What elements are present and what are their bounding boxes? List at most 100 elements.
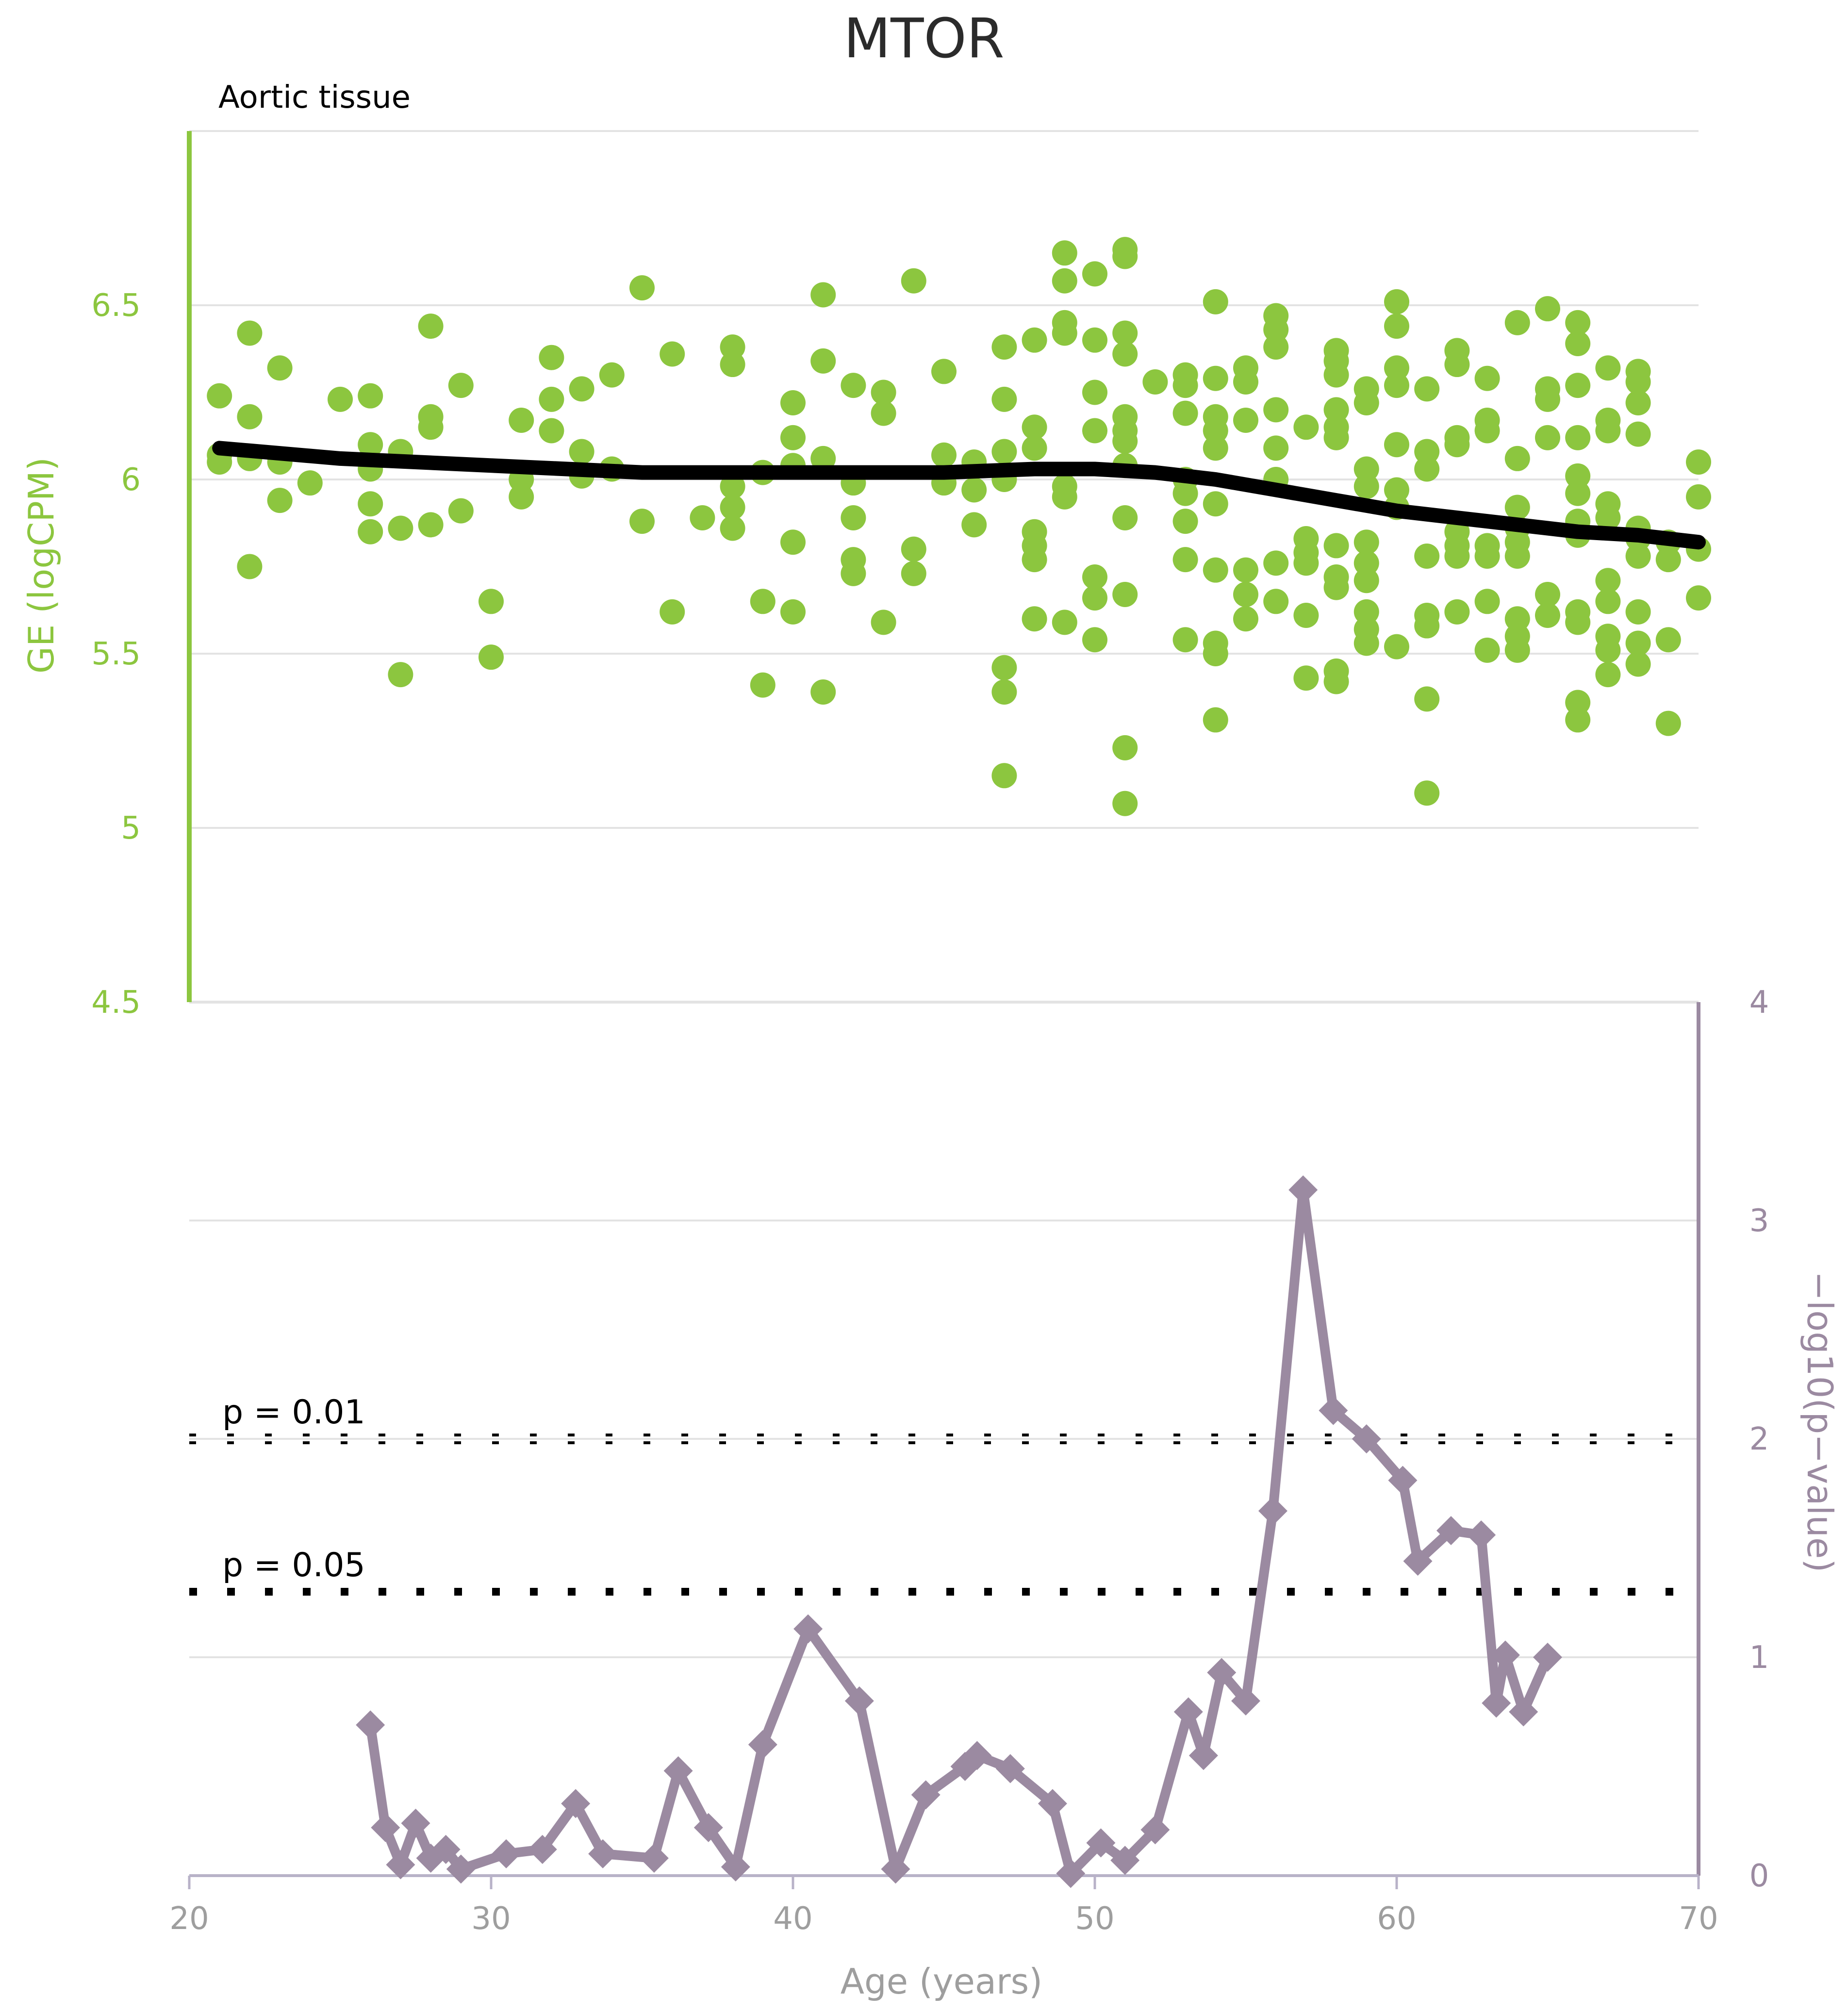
- scatter-point: [1565, 310, 1591, 335]
- scatter-point: [1414, 376, 1440, 402]
- scatter-point: [1052, 484, 1077, 510]
- pvalue-marker: [1140, 1815, 1170, 1845]
- scatter-point: [720, 352, 745, 378]
- upper-y-tick-label: 5: [121, 810, 141, 846]
- scatter-point: [1504, 495, 1530, 520]
- scatter-point: [1504, 543, 1530, 569]
- scatter-point: [1384, 355, 1409, 381]
- scatter-point: [1082, 261, 1107, 287]
- scatter-point: [841, 373, 866, 398]
- scatter-point: [1263, 435, 1289, 461]
- x-tick-label: 30: [471, 1901, 511, 1937]
- scatter-point: [1414, 780, 1440, 806]
- scatter-point: [1233, 369, 1258, 395]
- scatter-point: [1203, 707, 1228, 733]
- scatter-point: [1565, 330, 1591, 356]
- scatter-point: [1353, 630, 1379, 656]
- scatter-point: [1625, 651, 1651, 677]
- scatter-point: [1414, 686, 1440, 712]
- scatter-point: [1595, 505, 1621, 530]
- scatter-point: [961, 512, 987, 538]
- scatter-point: [207, 383, 232, 409]
- scatter-point: [328, 386, 353, 412]
- upper-y-axis: 4.5 5 5.5 6 6.5: [91, 131, 192, 1021]
- scatter-point: [1142, 369, 1168, 395]
- scatter-point: [871, 610, 896, 635]
- pvalue-marker: [492, 1839, 521, 1868]
- scatter-point: [1233, 606, 1258, 632]
- x-tick-label: 20: [169, 1901, 209, 1937]
- scatter-point: [1353, 456, 1379, 482]
- scatter-point: [1323, 575, 1349, 600]
- scatter-point: [1233, 407, 1258, 433]
- scatter-point: [1353, 599, 1379, 625]
- scatter-point: [418, 313, 444, 339]
- scatter-point: [237, 554, 263, 579]
- scatter-point: [539, 418, 564, 444]
- scatter-point: [1203, 557, 1228, 583]
- scatter-point: [1474, 589, 1500, 614]
- pvalue-marker: [1319, 1396, 1348, 1425]
- scatter-point: [1112, 244, 1138, 269]
- chart-subtitle: Aortic tissue: [218, 80, 411, 115]
- scatter-point: [1595, 568, 1621, 594]
- scatter-point: [1384, 289, 1409, 314]
- x-tick-label: 70: [1679, 1901, 1718, 1937]
- scatter-point: [1414, 439, 1440, 464]
- scatter-point: [1625, 543, 1651, 569]
- scatter-point: [991, 679, 1017, 705]
- chart-title: MTOR: [843, 7, 1004, 70]
- scatter-point: [267, 488, 293, 513]
- scatter-point: [1022, 414, 1047, 440]
- scatter-point: [1233, 581, 1258, 607]
- pvalue-marker: [386, 1850, 415, 1880]
- scatter-point: [1203, 641, 1228, 666]
- upper-y-tick-label: 6: [121, 462, 141, 498]
- pvalue-marker: [1231, 1686, 1260, 1715]
- scatter-point: [1565, 480, 1591, 506]
- scatter-point: [1686, 585, 1711, 611]
- pvalue-marker: [911, 1780, 940, 1810]
- scatter-point: [841, 505, 866, 530]
- scatter-point: [1293, 665, 1319, 691]
- scatter-point: [388, 662, 413, 688]
- scatter-point: [991, 763, 1017, 789]
- pvalue-marker: [431, 1835, 461, 1864]
- reference-line-label: p = 0.01: [222, 1393, 365, 1432]
- scatter-point: [780, 529, 806, 555]
- pvalue-marker: [1352, 1424, 1381, 1453]
- reference-lines: p = 0.01 p = 0.05: [189, 1393, 1699, 1596]
- scatter-point: [1082, 585, 1107, 611]
- scatter-point: [1172, 480, 1198, 506]
- pvalue-marker: [844, 1686, 874, 1715]
- lower-y-tick-label: 1: [1749, 1640, 1769, 1676]
- scatter-point: [780, 425, 806, 450]
- grid-lines: [189, 130, 1699, 1658]
- scatter-point: [267, 355, 293, 381]
- pvalue-marker: [561, 1789, 591, 1818]
- lower-y-tick-label: 3: [1749, 1203, 1769, 1239]
- scatter-point: [418, 414, 444, 440]
- scatter-point: [478, 644, 504, 670]
- scatter-point: [1082, 327, 1107, 353]
- pvalue-marker: [1509, 1697, 1538, 1727]
- scatter-point: [1293, 550, 1319, 576]
- pvalue-marker: [1110, 1846, 1140, 1875]
- scatter-point: [901, 561, 926, 586]
- scatter-point: [1082, 627, 1107, 653]
- x-axis-label: Age (years): [841, 1961, 1042, 2002]
- x-axis: 20 30 40 50 60 70: [169, 1874, 1718, 1937]
- scatter-point: [1263, 589, 1289, 614]
- pvalue-marker: [1207, 1658, 1237, 1687]
- pvalue-marker: [1258, 1496, 1287, 1526]
- scatter-point: [358, 383, 383, 409]
- scatter-point: [1444, 352, 1470, 378]
- scatter-points: [207, 237, 1711, 816]
- scatter-point: [1625, 390, 1651, 416]
- scatter-point: [660, 599, 685, 625]
- scatter-point: [750, 672, 776, 698]
- pvalue-marker: [528, 1835, 557, 1864]
- pvalue-marker: [639, 1844, 669, 1873]
- scatter-point: [1022, 606, 1047, 632]
